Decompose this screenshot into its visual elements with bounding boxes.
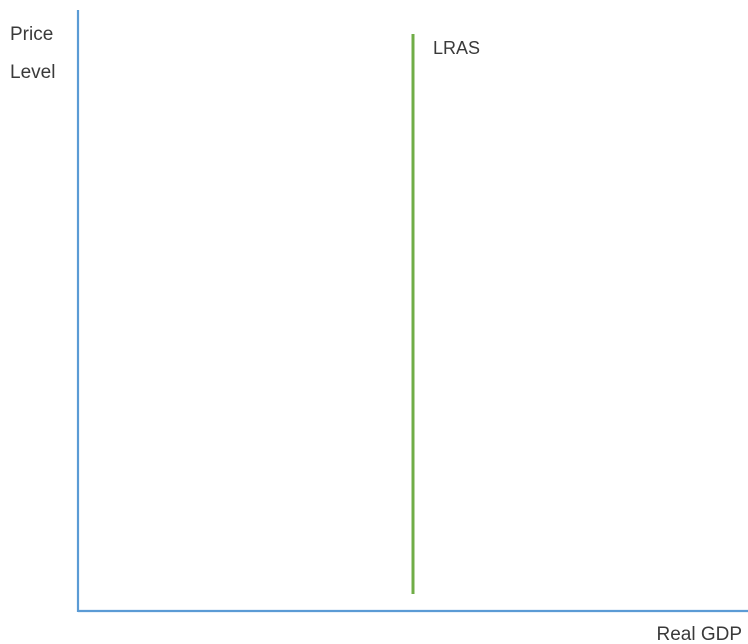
y-axis-label-line-2: Level	[10, 62, 55, 83]
series-label-lras: LRAS	[433, 38, 480, 58]
y-axis-label-line-1: Price	[10, 24, 53, 45]
series-layer: LRAS	[411, 34, 480, 594]
x-axis-label: Real GDP	[656, 624, 742, 644]
